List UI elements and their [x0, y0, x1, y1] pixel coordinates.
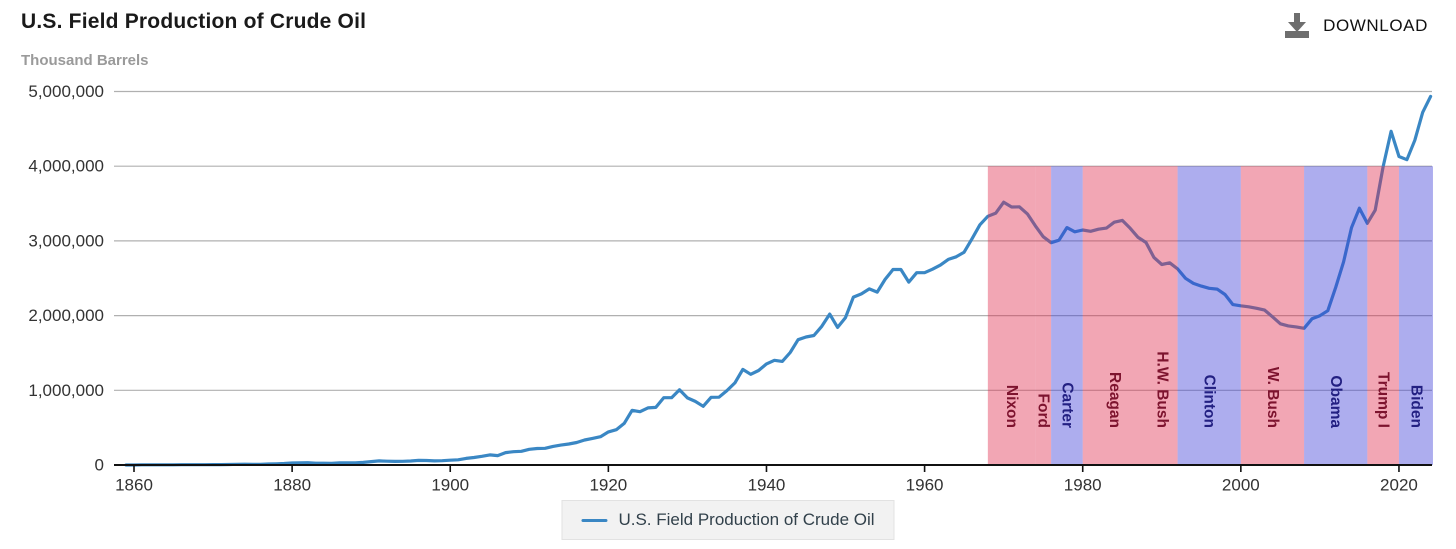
y-tick-label: 2,000,000 [28, 306, 104, 325]
president-band-biden [1398, 166, 1433, 465]
chart-unit-subtitle: Thousand Barrels [21, 52, 149, 69]
president-band-label: H.W. Bush [1153, 351, 1170, 428]
president-band-trump-i [1367, 166, 1399, 465]
president-band-label: Reagan [1106, 372, 1123, 428]
x-tick-label: 1920 [589, 476, 627, 495]
download-icon [1285, 13, 1310, 38]
download-button[interactable]: DOWNLOAD [1282, 8, 1430, 43]
president-band-nixon [987, 166, 1036, 465]
x-tick-label: 1980 [1064, 476, 1102, 495]
legend-label: U.S. Field Production of Crude Oil [618, 510, 875, 529]
president-band-ford [1035, 166, 1052, 465]
y-tick-label: 0 [95, 456, 104, 475]
president-band-label: Obama [1327, 375, 1344, 428]
y-tick-label: 1,000,000 [28, 381, 104, 400]
president-band-obama [1304, 166, 1368, 465]
x-tick-label: 1940 [748, 476, 786, 495]
y-tick-label: 4,000,000 [28, 157, 104, 176]
president-band-w-bush [1240, 166, 1305, 465]
page-title: U.S. Field Production of Crude Oil [21, 10, 367, 33]
president-band-carter [1051, 166, 1083, 465]
x-tick-label: 1960 [906, 476, 944, 495]
president-band-label: Ford [1035, 394, 1052, 428]
president-band-label: Carter [1058, 382, 1075, 428]
president-band-label: Nixon [1003, 385, 1020, 428]
president-band-label: Trump I [1375, 372, 1392, 428]
y-tick-label: 3,000,000 [28, 231, 104, 250]
x-tick-label: 2000 [1222, 476, 1260, 495]
president-band-label: Clinton [1201, 375, 1218, 428]
x-tick-label: 2020 [1380, 476, 1418, 495]
president-band-clinton [1177, 166, 1241, 465]
president-band-label: W. Bush [1264, 367, 1281, 428]
x-tick-label: 1880 [273, 476, 311, 495]
x-tick-label: 1900 [431, 476, 469, 495]
president-band-reagan [1082, 166, 1146, 465]
president-band-label: Biden [1407, 385, 1424, 428]
legend-line-marker [581, 518, 608, 522]
x-tick-label: 1860 [115, 476, 153, 495]
president-band-h-w-bush [1145, 166, 1178, 465]
legend[interactable]: U.S. Field Production of Crude Oil [561, 500, 895, 540]
production-series-line [124, 94, 1433, 467]
y-tick-label: 5,000,000 [28, 82, 104, 101]
download-button-label: DOWNLOAD [1323, 15, 1428, 35]
